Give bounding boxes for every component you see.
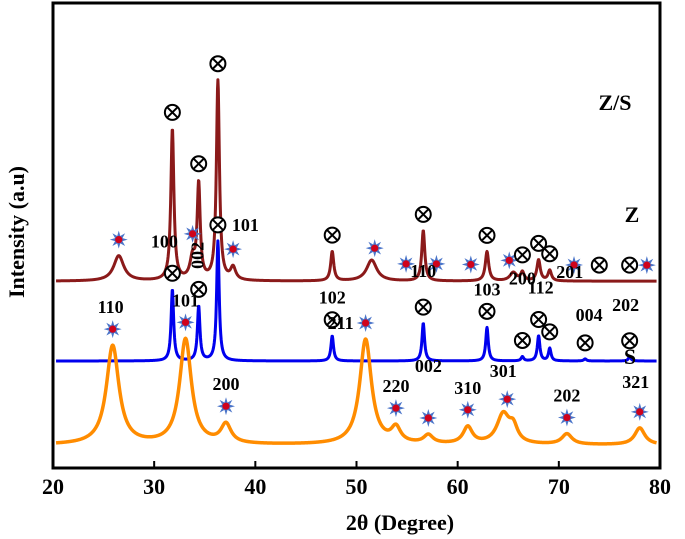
- otimes-marker-z-s: [209, 55, 227, 73]
- y-axis-title: Intensity (a.u): [4, 166, 29, 298]
- star-marker-z-s: [365, 239, 384, 258]
- otimes-marker-z: [190, 280, 208, 298]
- otimes-marker-z: [163, 264, 181, 282]
- star-marker-z-s: [500, 251, 519, 270]
- hkl-label-z: 202: [612, 295, 639, 315]
- star-marker-z-s: [461, 255, 480, 274]
- x-axis-title: 2θ (Degree): [346, 510, 454, 535]
- otimes-marker-z-s: [530, 234, 548, 252]
- hkl-label-s: 301: [490, 361, 517, 381]
- series-line-s: [54, 336, 658, 446]
- x-tick-label: 30: [143, 474, 165, 499]
- hkl-label-s: 110: [98, 297, 124, 317]
- otimes-marker-z-s: [621, 256, 639, 274]
- hkl-label-z: 002: [188, 242, 208, 269]
- series-label-s: S: [624, 344, 636, 369]
- hkl-label-z: 100: [151, 231, 178, 251]
- star-marker-s: [386, 399, 405, 418]
- star-marker-s: [176, 313, 195, 332]
- otimes-marker-z: [323, 311, 341, 329]
- star-marker-z-s: [427, 254, 446, 273]
- x-tick-label: 60: [447, 474, 469, 499]
- x-tick-label: 50: [346, 474, 368, 499]
- star-marker-s: [458, 400, 477, 419]
- star-marker-z-s: [224, 240, 243, 259]
- star-marker-s: [356, 314, 375, 332]
- hkl-label-s: 321: [622, 372, 649, 392]
- otimes-marker-z-s: [163, 103, 181, 121]
- series-line-z-s: [54, 78, 658, 283]
- hkl-label-s: 200: [212, 374, 239, 394]
- star-marker-z-s: [637, 256, 656, 275]
- hkl-label-s: 002: [415, 356, 442, 376]
- series-line-z: [54, 239, 658, 363]
- otimes-marker-z: [513, 331, 531, 349]
- x-axis-ticks: 20 30 40 50 60 70 80: [42, 461, 671, 499]
- star-marker-z-s: [397, 254, 416, 273]
- series-label-z: Z: [625, 202, 640, 227]
- star-marker-z-s: [565, 255, 584, 274]
- star-marker-s: [217, 397, 235, 416]
- hkl-label-s: 202: [553, 386, 580, 406]
- otimes-marker-z-s: [513, 246, 531, 264]
- otimes-marker-z: [576, 334, 594, 352]
- otimes-marker-z: [414, 298, 432, 316]
- hkl-label-z: 103: [474, 279, 501, 299]
- x-tick-label: 40: [244, 474, 266, 499]
- otimes-marker-z: [541, 323, 559, 341]
- otimes-marker-z: [478, 302, 496, 320]
- otimes-marker-z-s: [190, 155, 208, 173]
- x-tick-label: 20: [42, 474, 64, 499]
- star-marker-s: [103, 320, 122, 339]
- star-marker-s: [557, 408, 576, 427]
- x-tick-label: 80: [649, 474, 671, 499]
- hkl-label-s: 310: [454, 378, 481, 398]
- hkl-label-z: 201: [556, 262, 583, 282]
- star-marker-z-s: [109, 230, 128, 249]
- hkl-label-s: 220: [382, 376, 409, 396]
- series-label-z-s: Z/S: [598, 90, 631, 115]
- hkl-label-z: 110: [410, 261, 436, 281]
- star-marker-z-s: [183, 224, 202, 243]
- hkl-label-s: 211: [328, 313, 354, 333]
- star-marker-s: [498, 390, 517, 409]
- series-labels: Z/S Z S: [598, 90, 639, 369]
- otimes-marker-z-s: [478, 226, 496, 244]
- otimes-marker-z: [530, 310, 548, 328]
- hkl-label-z: 101: [232, 215, 259, 235]
- hkl-label-z: 004: [576, 305, 603, 325]
- otimes-marker-z: [209, 216, 227, 234]
- x-tick-label: 70: [548, 474, 570, 499]
- hkl-label-z: 112: [528, 277, 554, 297]
- hkl-label-z: 102: [319, 288, 346, 308]
- star-marker-s: [630, 402, 649, 421]
- otimes-marker-z: [621, 332, 639, 350]
- otimes-marker-z-s: [323, 226, 341, 244]
- series-traces: [54, 78, 658, 446]
- hkl-label-s: 101: [172, 290, 199, 310]
- hkl-label-z: 200: [509, 268, 536, 288]
- otimes-marker-z-s: [414, 205, 432, 223]
- star-marker-s: [419, 408, 438, 427]
- otimes-marker-z-s: [541, 245, 559, 263]
- otimes-marker-z-s: [590, 256, 608, 274]
- peak-markers: [103, 55, 656, 427]
